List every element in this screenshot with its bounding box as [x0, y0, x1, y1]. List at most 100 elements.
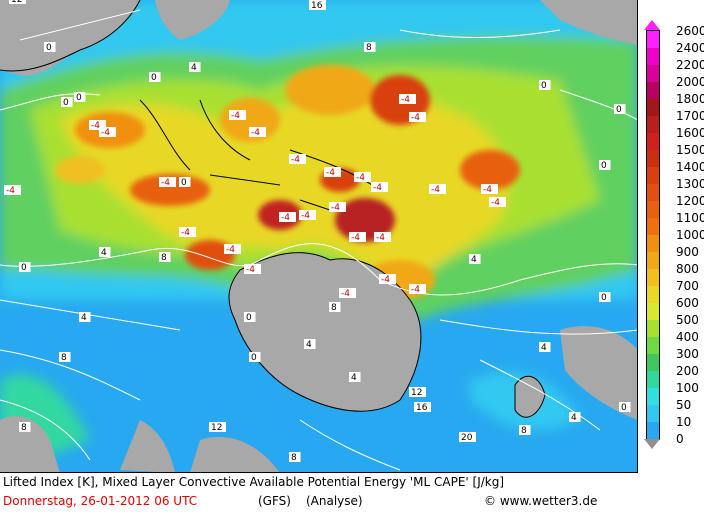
isoline-label-box [99, 247, 111, 257]
isoline-label-box [481, 184, 498, 194]
isoline-label: 0 [246, 313, 252, 323]
isoline-label-box [4, 185, 21, 195]
isoline-label-box [44, 42, 56, 52]
isoline-label: -4 [431, 185, 440, 195]
isoline-label-box [249, 352, 261, 362]
legend-swatch [647, 303, 659, 321]
isoline-label-box [489, 197, 506, 207]
legend-swatch [647, 99, 659, 117]
legend-label: 400 [676, 330, 699, 344]
legend-swatch [647, 150, 659, 168]
isoline-label-box [459, 432, 476, 442]
isoline-label-box [244, 312, 256, 322]
isoline-label: 0 [63, 98, 69, 108]
isoline-label-box [599, 292, 611, 302]
legend-arrow-down-icon [644, 439, 660, 449]
isoline-label: 16 [416, 403, 428, 413]
isoline-label-box [249, 127, 266, 137]
isoline-label: -4 [6, 186, 15, 196]
isoline-label-box [614, 104, 626, 114]
copyright-label: © www.wetter3.de [484, 494, 598, 508]
isoline-label-box [329, 302, 341, 312]
legend-swatch [647, 388, 659, 406]
isoline-label-box [79, 312, 91, 322]
isoline-label-box [539, 342, 551, 352]
south-landmass-mid [190, 436, 280, 472]
legend-label: 900 [676, 245, 699, 259]
isoline-label: 8 [291, 453, 297, 463]
legend-label: 500 [676, 313, 699, 327]
analysis-label: (Analyse) [306, 494, 363, 508]
isoline-label-box [179, 227, 196, 237]
isoline-label-box [349, 372, 361, 382]
isoline-label-box [209, 422, 226, 432]
isoline-label-box [324, 167, 341, 177]
isoline-label: 4 [81, 313, 87, 323]
isoline-label: 4 [191, 63, 197, 73]
legend-swatch [647, 320, 659, 338]
color-legend: 2600 2400 2200 2000 1800 1700 1600 1500 1400 1300… [638, 0, 704, 473]
isoline-label-box [224, 244, 241, 254]
isoline-label: 0 [181, 178, 187, 188]
isoline-label-box [414, 402, 431, 412]
isoline-label-box [304, 339, 316, 349]
china-landmass [155, 0, 230, 40]
pacific-patch-top [540, 0, 637, 45]
isoline-label: 0 [621, 403, 627, 413]
isoline-label: 8 [366, 43, 372, 53]
isoline-label: -4 [483, 185, 492, 195]
australia-landmass [228, 252, 421, 412]
legend-label: 50 [676, 398, 692, 412]
isoline-label-box [89, 120, 106, 130]
isoline-label-box [99, 127, 116, 137]
legend-label: 1100 [676, 211, 704, 225]
isoline-label: 0 [601, 161, 607, 171]
isoline-label-box [519, 425, 531, 435]
south-landmass-left [0, 416, 60, 472]
legend-label: 200 [676, 364, 699, 378]
isoline-label: -4 [331, 203, 340, 213]
legend-swatch [647, 167, 659, 185]
pacific-patch-right [560, 326, 637, 420]
lifted-index-cape-map: -4-4-4 0-4-4-4-4 -4-4-4-4-4-4 -4-4-4 -4-4 -4-… [0, 0, 637, 472]
isoline-label: 16 [311, 1, 323, 11]
legend-label: 1200 [676, 194, 704, 208]
isoline-label-box [409, 284, 426, 294]
isoline-label: -4 [251, 128, 260, 138]
legend-label: 2000 [676, 75, 704, 89]
legend-swatch [647, 286, 659, 304]
isoline-label: 4 [541, 343, 547, 353]
isoline-label: 0 [76, 93, 82, 103]
isoline-label-box [59, 352, 71, 362]
isoline-label: -4 [226, 245, 235, 255]
new-zealand-landmass [515, 376, 545, 418]
legend-swatch [647, 82, 659, 100]
isoline-label-box [159, 177, 176, 187]
legend-label: 1700 [676, 109, 704, 123]
isoline-label: -4 [281, 213, 290, 223]
legend-swatch [647, 133, 659, 151]
isoline-label: -4 [381, 275, 390, 285]
model-label: (GFS) [258, 494, 291, 508]
isoline-label-box [244, 264, 261, 274]
legend-swatch [647, 252, 659, 270]
isoline-label-box [409, 112, 426, 122]
isoline-label-box [149, 72, 161, 82]
legend-label: 1600 [676, 126, 704, 140]
isoline-label: -4 [373, 183, 382, 193]
isoline-label: -4 [161, 178, 170, 188]
legend-swatch [647, 235, 659, 253]
isoline-label-box [399, 94, 416, 104]
isoline-label: 8 [61, 353, 67, 363]
isoline-label-box [309, 0, 326, 10]
isoline-label: 12 [411, 388, 422, 398]
legend-label: 1800 [676, 92, 704, 106]
isoline-label-box [189, 62, 201, 72]
legend-label: 1500 [676, 143, 704, 157]
isoline-label: -4 [491, 198, 500, 208]
legend-label: 800 [676, 262, 699, 276]
isoline-label: 0 [541, 81, 547, 91]
isoline-label: -4 [341, 289, 350, 299]
legend-label: 10 [676, 415, 692, 429]
legend-swatch [647, 201, 659, 219]
